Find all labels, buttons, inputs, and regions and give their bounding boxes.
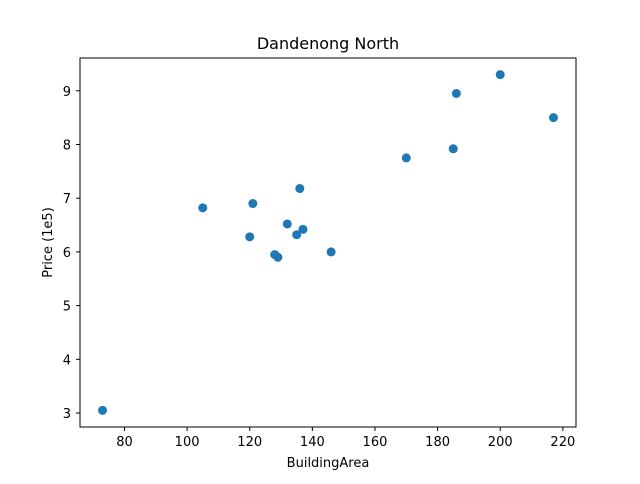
y-tick-label: 3 [63, 407, 71, 422]
y-tick-label: 6 [63, 246, 71, 261]
x-tick-label: 180 [425, 435, 450, 450]
y-tick-label: 8 [63, 138, 71, 153]
data-point [326, 247, 336, 257]
data-point [295, 184, 305, 194]
x-tick-label: 100 [175, 435, 200, 450]
data-point [401, 153, 411, 163]
x-axis-ticks: 80 100 120 140 160 180 200 220 [116, 427, 575, 450]
data-points [98, 70, 558, 415]
data-point [451, 88, 461, 98]
chart-title: Dandenong North [257, 34, 399, 53]
data-point [495, 70, 505, 80]
y-tick-label: 9 [63, 85, 71, 100]
x-tick-label: 160 [363, 435, 388, 450]
y-tick-label: 5 [63, 300, 71, 315]
x-tick-label: 220 [550, 435, 575, 450]
data-point [245, 232, 255, 242]
plot-area-frame [79, 57, 577, 428]
data-point [248, 199, 258, 209]
y-tick-label: 4 [63, 353, 71, 368]
y-tick-label: 7 [63, 192, 71, 207]
y-axis-ticks: 3 4 5 6 7 8 9 [63, 85, 80, 422]
data-point [273, 252, 283, 262]
data-point [282, 219, 292, 229]
x-tick-label: 200 [488, 435, 513, 450]
data-point [448, 144, 458, 154]
y-axis-label: Price (1e5) [41, 207, 56, 278]
x-tick-label: 140 [300, 435, 325, 450]
data-point [548, 113, 558, 123]
data-point [198, 203, 208, 213]
data-point [298, 224, 308, 234]
data-point [292, 230, 302, 240]
x-tick-label: 120 [237, 435, 262, 450]
x-axis-label: BuildingArea [287, 456, 370, 471]
data-point [98, 405, 108, 415]
x-tick-label: 80 [116, 435, 133, 450]
